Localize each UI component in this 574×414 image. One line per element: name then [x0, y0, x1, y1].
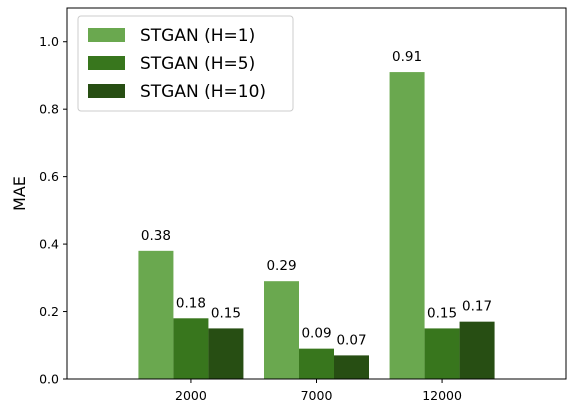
bar-12000-series-3: [459, 321, 495, 379]
data-label-7000-series-3: 0.07: [336, 332, 366, 348]
x-tick-label-12000: 12000: [422, 388, 462, 403]
legend-swatch-1: [88, 28, 125, 42]
bar-12000-series-1: [389, 72, 425, 379]
y-tick-label-5: 1.0: [39, 34, 59, 49]
y-axis-title: MAE: [10, 176, 29, 211]
data-label-2000-series-3: 0.15: [211, 305, 241, 321]
y-tick-label-4: 0.8: [39, 102, 59, 117]
legend-label-3: STGAN (H=10): [140, 82, 266, 102]
data-labels-group: 0.38 0.18 0.15 0.29 0.09 0.07 0.91 0.15 0.17: [141, 49, 492, 348]
data-label-7000-series-2: 0.09: [301, 326, 331, 342]
y-axis: 0.0 0.2 0.4 0.6 0.8 1.0: [39, 34, 67, 387]
legend-swatch-2: [88, 56, 125, 70]
bar-2000-series-2: [173, 318, 209, 379]
bar-2000-series-3: [208, 328, 244, 379]
bar-12000-series-2: [424, 328, 460, 379]
bar-7000-series-1: [264, 281, 299, 379]
y-tick-label-2: 0.4: [39, 237, 59, 252]
bar-7000-series-3: [334, 355, 369, 379]
bars-group: [138, 72, 495, 379]
y-tick-label-1: 0.2: [39, 304, 59, 319]
x-tick-label-2000: 2000: [175, 388, 207, 403]
legend: STGAN (H=1) STGAN (H=5) STGAN (H=10): [77, 15, 294, 112]
legend-label-1: STGAN (H=1): [140, 26, 255, 46]
data-label-2000-series-1: 0.38: [141, 228, 171, 244]
legend-label-2: STGAN (H=5): [140, 54, 255, 74]
x-axis: 2000 7000 12000: [175, 379, 462, 403]
data-label-2000-series-2: 0.18: [176, 295, 206, 311]
data-label-12000-series-3: 0.17: [462, 299, 492, 315]
bar-2000-series-1: [138, 250, 174, 379]
x-tick-label-7000: 7000: [301, 388, 333, 403]
legend-box: [77, 15, 294, 112]
y-tick-label-0: 0.0: [39, 372, 59, 387]
y-tick-label-3: 0.6: [39, 169, 59, 184]
data-label-7000-series-1: 0.29: [266, 258, 296, 274]
data-label-12000-series-2: 0.15: [427, 305, 457, 321]
bar-7000-series-2: [299, 348, 334, 379]
legend-swatch-3: [88, 84, 125, 98]
data-label-12000-series-1: 0.91: [392, 49, 422, 65]
